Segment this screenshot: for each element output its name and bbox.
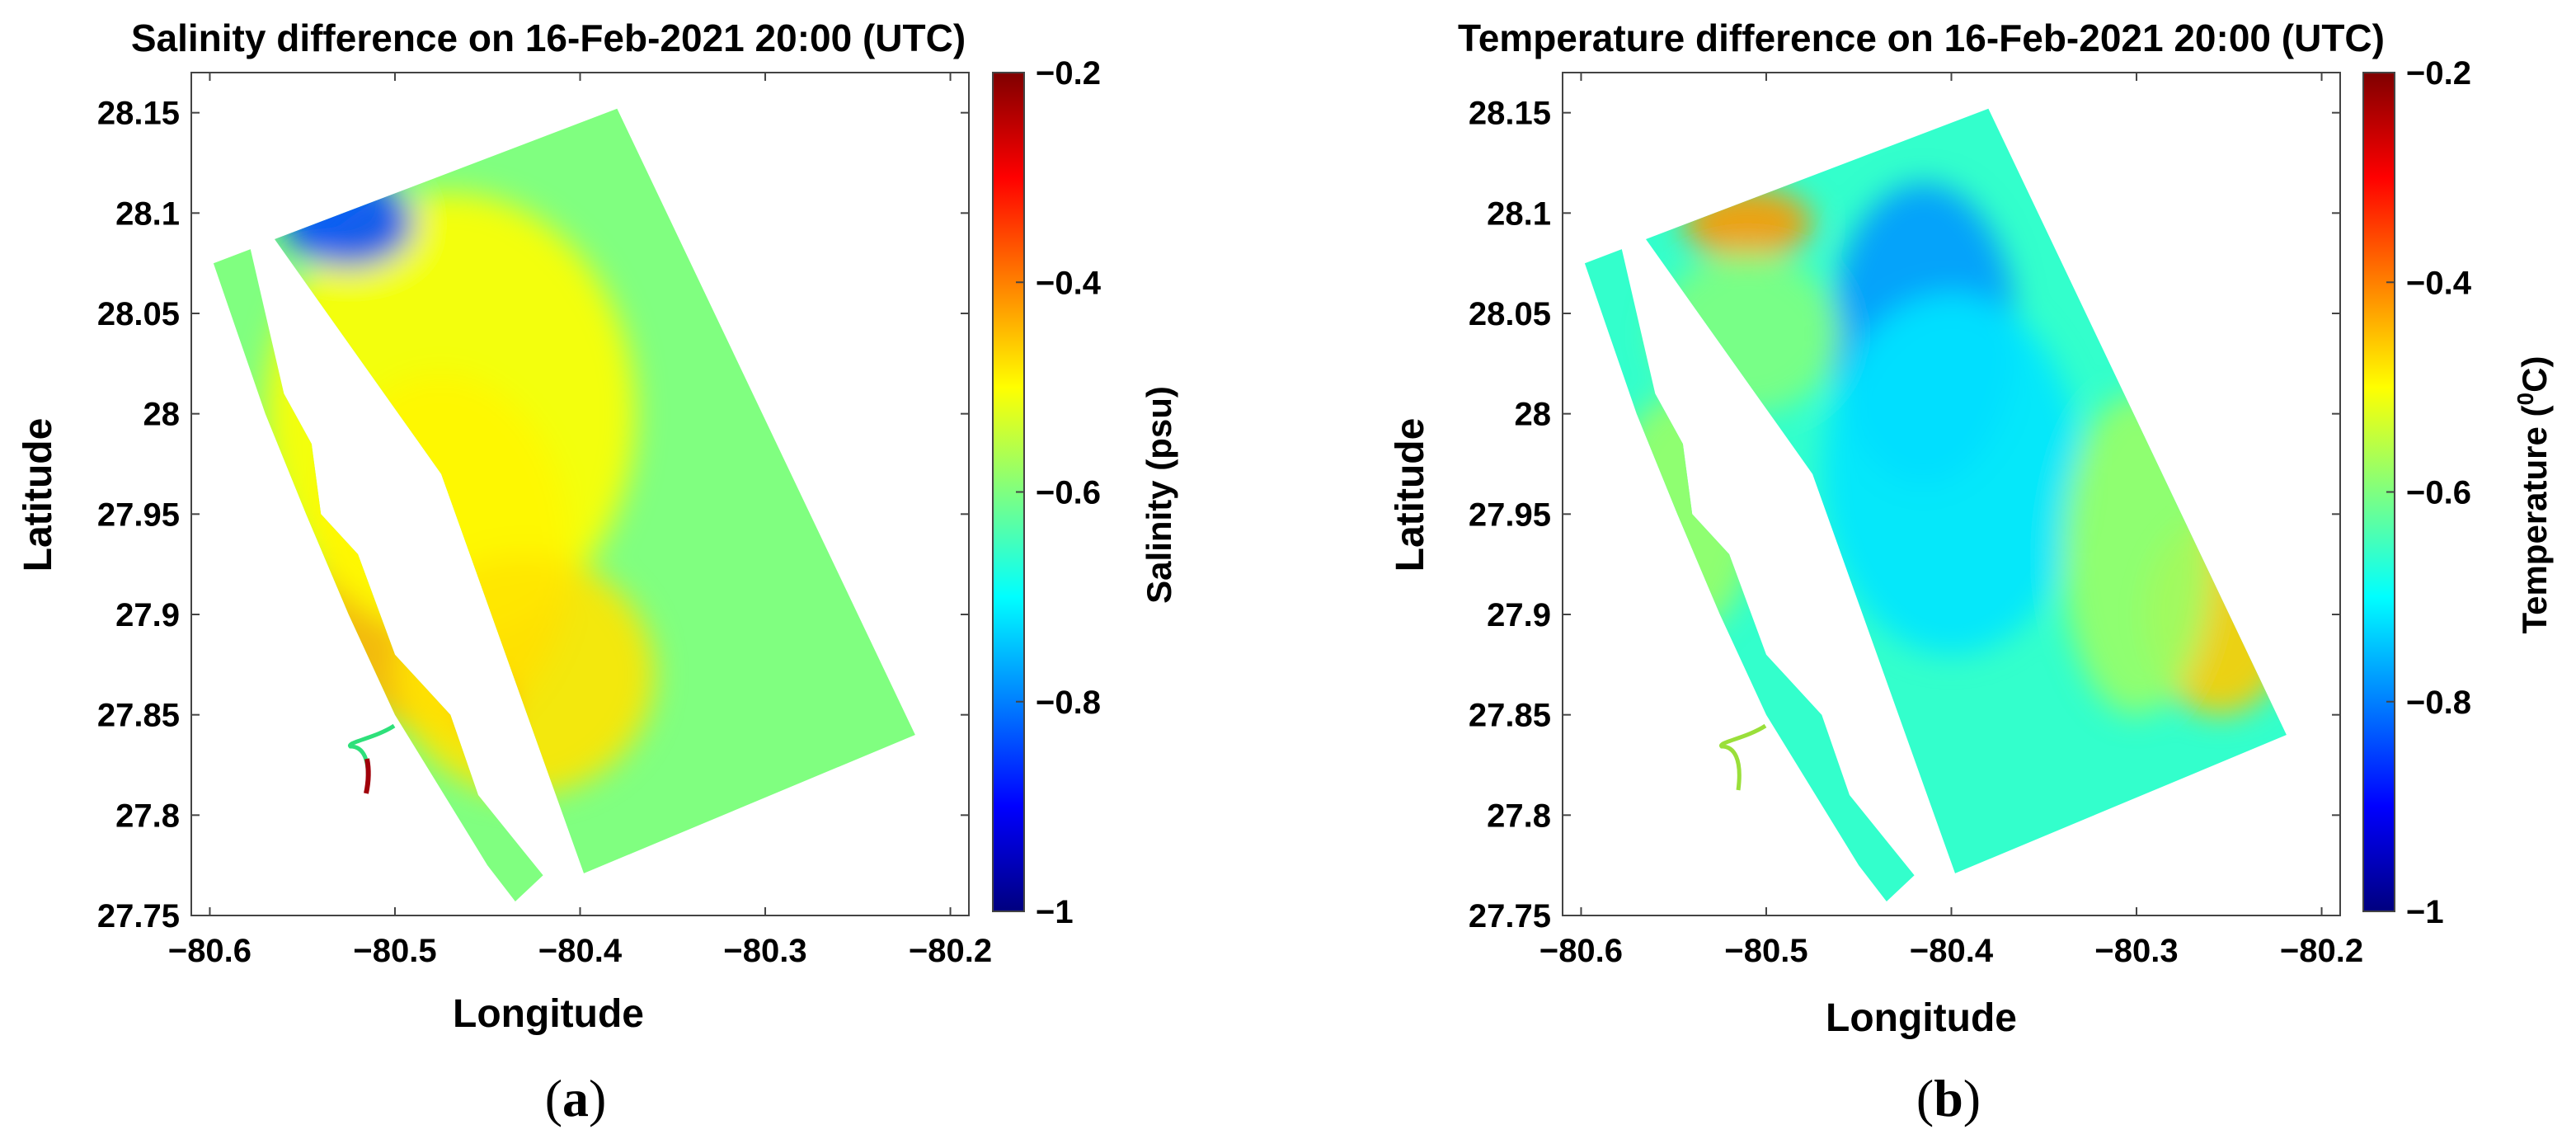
colorbar-tick-label: −0.8	[1036, 685, 1101, 721]
panel-label-b: (b)	[1916, 1069, 1981, 1127]
y-tick-label: 27.75	[1469, 898, 1551, 934]
x-tick-label: −80.2	[2280, 933, 2363, 969]
x-tick-label: −80.6	[168, 933, 251, 969]
colorbar-tick-label: −0.2	[1036, 55, 1101, 92]
panel-a: Salinity difference on 16-Feb-2021 20:00…	[16, 16, 1178, 1127]
y-tick-label: 28.15	[1469, 96, 1551, 132]
colorbar-tick-label: −0.6	[2406, 475, 2471, 511]
title-b: Temperature difference on 16-Feb-2021 20…	[1458, 16, 2385, 59]
title-a: Salinity difference on 16-Feb-2021 20:00…	[131, 16, 966, 59]
y-tick-label: 27.75	[97, 898, 180, 934]
colorbar-ticks-a: −1 −0.8 −0.6 −0.4 −0.2	[1016, 55, 1102, 930]
x-tick-label: −80.5	[353, 933, 436, 969]
x-tick-label: −80.6	[1539, 933, 1623, 969]
colorbar-tick-label: −0.4	[1036, 265, 1102, 301]
colorbar-tick-label: −0.8	[2406, 685, 2471, 721]
xlabel-b: Longitude	[1826, 996, 2017, 1040]
ylabel-a: Latitude	[16, 418, 60, 572]
colorbar-tick-label: −1	[2406, 894, 2444, 930]
panel-b: Temperature difference on 16-Feb-2021 20…	[1389, 16, 2554, 1127]
y-tick-label: 28.1	[1487, 195, 1551, 232]
field-feature-b-1	[1822, 293, 2081, 655]
ylabel-b: Latitude	[1389, 418, 1432, 572]
river-tip-a	[364, 758, 371, 794]
y-tick-label: 27.8	[1487, 798, 1551, 834]
x-ticks-a: −80.6 −80.5 −80.4 −80.3 −80.2	[168, 73, 992, 969]
x-tick-label: −80.2	[909, 933, 992, 969]
y-tick-label: 27.8	[115, 798, 180, 834]
river-channel-b	[1719, 723, 1767, 791]
x-ticks-b: −80.6 −80.5 −80.4 −80.3 −80.2	[1539, 73, 2363, 969]
colorbar-label-a: Salinity (psu)	[1140, 386, 1178, 604]
y-tick-label: 28.05	[1469, 296, 1551, 332]
y-ticks-b: 27.75 27.8 27.85 27.9 27.95 28 28.05 28.1 28.15	[1469, 96, 2340, 934]
y-tick-label: 28	[1515, 397, 1552, 433]
y-tick-label: 27.9	[115, 597, 180, 633]
y-tick-label: 27.95	[1469, 497, 1551, 533]
x-tick-label: −80.3	[723, 933, 806, 969]
y-tick-label: 28	[143, 397, 181, 433]
y-ticks-a: 27.75 27.8 27.85 27.9 27.95 28 28.05 28.1 28.15	[97, 96, 969, 934]
colorbar-label-b: Temperature (0C)	[2513, 356, 2554, 634]
colorbar-tick-label: −0.2	[2406, 55, 2471, 92]
x-tick-label: −80.5	[1724, 933, 1807, 969]
y-tick-label: 28.05	[97, 296, 180, 332]
y-tick-label: 27.95	[97, 497, 180, 533]
colorbar-tick-label: −0.4	[2406, 265, 2472, 301]
colorbar-ticks-b: −1 −0.8 −0.6 −0.4 −0.2	[2386, 55, 2472, 930]
x-tick-label: −80.4	[1910, 933, 1994, 969]
y-tick-label: 27.85	[1469, 698, 1551, 734]
panel-label-a: (a)	[545, 1069, 607, 1127]
xlabel-a: Longitude	[453, 992, 644, 1036]
y-tick-label: 28.1	[115, 195, 180, 232]
x-tick-label: −80.4	[538, 933, 623, 969]
y-tick-label: 28.15	[97, 96, 180, 132]
y-tick-label: 27.9	[1487, 597, 1551, 633]
y-tick-label: 27.85	[97, 698, 180, 734]
x-tick-label: −80.3	[2094, 933, 2178, 969]
colorbar-tick-label: −0.6	[1036, 475, 1101, 511]
colorbar-tick-label: −1	[1036, 894, 1074, 930]
